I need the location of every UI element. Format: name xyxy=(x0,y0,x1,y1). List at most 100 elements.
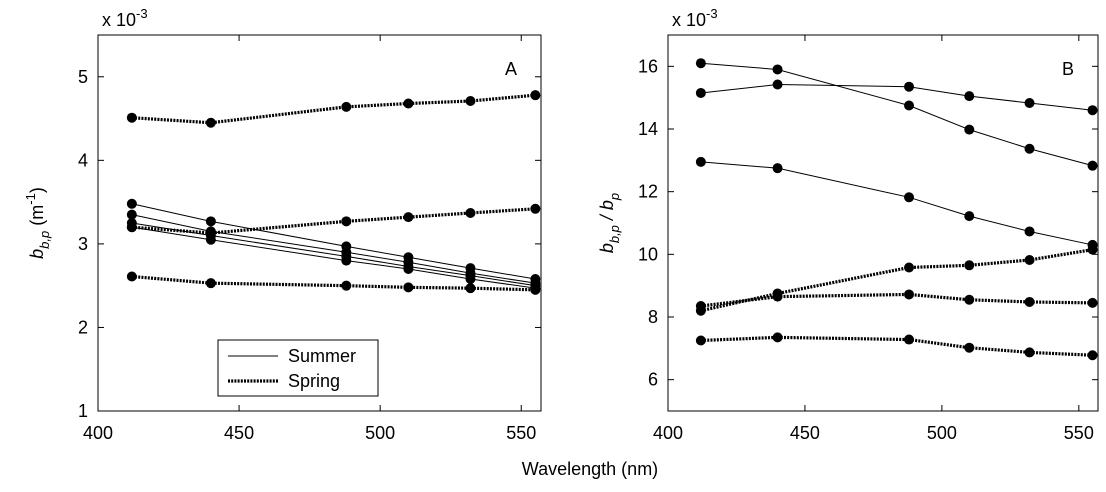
series-line xyxy=(131,93,536,125)
data-point xyxy=(772,291,783,302)
x-tick-label: 450 xyxy=(790,423,820,443)
series-line xyxy=(700,62,1093,167)
data-point xyxy=(205,117,216,128)
series-line xyxy=(700,248,1093,313)
data-point xyxy=(772,64,783,75)
data-point xyxy=(1024,347,1035,358)
data-point xyxy=(772,332,783,343)
data-point xyxy=(341,216,352,227)
data-point xyxy=(403,282,414,293)
data-point xyxy=(964,211,975,222)
series-line xyxy=(131,226,536,289)
y-axis-title-part: ) xyxy=(27,187,47,193)
data-point xyxy=(964,124,975,135)
multiplier-base: x 10 xyxy=(672,10,706,30)
data-point xyxy=(695,156,706,167)
axis-multiplier: x 10-3 xyxy=(672,6,718,30)
x-tick-label: 450 xyxy=(224,423,254,443)
series-line xyxy=(131,274,536,292)
y-axis-title-part: (m xyxy=(27,205,47,231)
data-point xyxy=(904,289,915,300)
data-point xyxy=(1024,143,1035,154)
x-axis-title: Wavelength (nm) xyxy=(522,459,658,479)
data-point xyxy=(964,260,975,271)
data-point xyxy=(904,100,915,111)
y-tick-label: 2 xyxy=(78,317,88,337)
data-point xyxy=(126,198,137,209)
y-axis-title-part: b xyxy=(597,243,617,253)
multiplier-exponent: -3 xyxy=(706,6,718,21)
data-point xyxy=(126,271,137,282)
series-line xyxy=(131,214,536,284)
y-axis-title-part: b,p xyxy=(607,225,622,243)
data-point xyxy=(695,335,706,346)
series-line xyxy=(700,335,1093,357)
multiplier-exponent: -3 xyxy=(136,6,148,21)
y-axis-title-part: b,p xyxy=(37,231,52,249)
data-point xyxy=(1024,97,1035,108)
y-tick-label: 5 xyxy=(78,67,88,87)
legend-box xyxy=(217,339,379,397)
data-point xyxy=(1087,105,1098,116)
data-point xyxy=(1024,296,1035,307)
data-point xyxy=(1024,226,1035,237)
y-tick-label: 16 xyxy=(638,56,658,76)
data-point xyxy=(695,301,706,312)
panel-label: A xyxy=(505,59,517,79)
data-point xyxy=(126,112,137,123)
y-tick-label: 12 xyxy=(638,182,658,202)
data-point xyxy=(904,81,915,92)
x-tick-label: 550 xyxy=(1064,423,1094,443)
legend-label: Summer xyxy=(288,346,356,366)
data-point xyxy=(530,203,541,214)
data-point xyxy=(465,96,476,107)
y-axis-title: bb,p / bp xyxy=(597,193,622,253)
data-point xyxy=(1087,350,1098,361)
x-tick-label: 550 xyxy=(506,423,536,443)
data-point xyxy=(772,79,783,90)
data-point xyxy=(904,334,915,345)
data-point xyxy=(1024,254,1035,265)
data-point xyxy=(403,98,414,109)
plot-area xyxy=(667,34,1099,412)
data-point xyxy=(695,58,706,69)
data-point xyxy=(205,228,216,239)
data-point xyxy=(1087,160,1098,171)
series-line xyxy=(700,84,1093,111)
data-point xyxy=(341,280,352,291)
data-point xyxy=(695,87,706,98)
data-point xyxy=(1087,244,1098,255)
data-point xyxy=(530,284,541,295)
y-tick-label: 4 xyxy=(78,150,88,170)
y-tick-label: 1 xyxy=(78,401,88,421)
y-axis-title: bb,p (m-1) xyxy=(23,187,52,259)
y-axis-title-part: b xyxy=(27,249,47,259)
data-point xyxy=(964,342,975,353)
data-point xyxy=(403,212,414,223)
data-point xyxy=(465,207,476,218)
y-tick-label: 8 xyxy=(648,307,658,327)
multiplier-base: x 10 xyxy=(102,10,136,30)
y-axis-title-part: / b xyxy=(597,200,617,225)
series-line xyxy=(700,161,1093,246)
panel-label: B xyxy=(1062,59,1074,79)
data-point xyxy=(964,294,975,305)
data-point xyxy=(205,278,216,289)
series-line xyxy=(131,207,536,235)
data-point xyxy=(126,209,137,220)
data-point xyxy=(341,101,352,112)
x-tick-label: 400 xyxy=(83,423,113,443)
axis-multiplier: x 10-3 xyxy=(102,6,148,30)
data-point xyxy=(403,263,414,274)
y-tick-label: 14 xyxy=(638,119,658,139)
data-point xyxy=(205,216,216,227)
x-tick-label: 500 xyxy=(365,423,395,443)
data-point xyxy=(1087,297,1098,308)
y-tick-label: 6 xyxy=(648,370,658,390)
data-point xyxy=(341,255,352,266)
data-point xyxy=(904,192,915,203)
data-point xyxy=(126,222,137,233)
y-axis-title-part: p xyxy=(607,193,622,201)
data-point xyxy=(772,163,783,174)
